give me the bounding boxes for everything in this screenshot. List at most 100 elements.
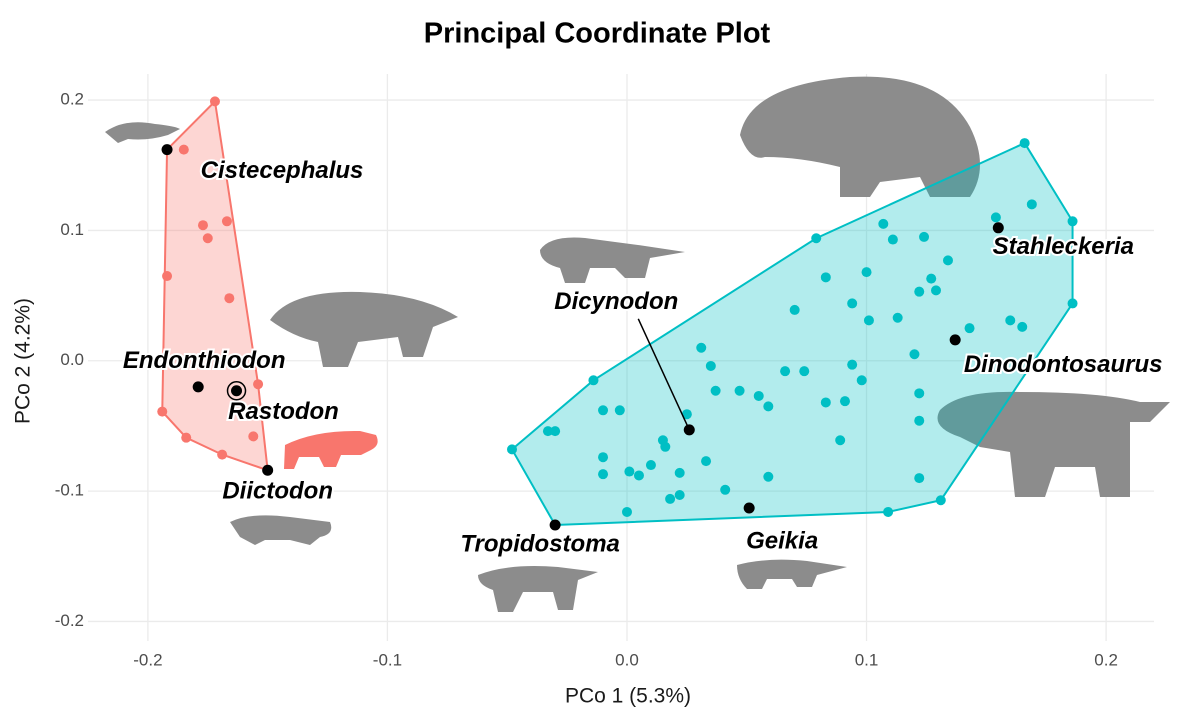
point bbox=[888, 235, 898, 245]
point-label: Cistecephalus bbox=[201, 157, 364, 184]
point bbox=[763, 401, 773, 411]
point-label: Dicynodon bbox=[554, 288, 678, 315]
point bbox=[588, 375, 598, 385]
labeled-point bbox=[550, 519, 561, 530]
silhouette bbox=[230, 515, 331, 545]
point bbox=[1020, 138, 1030, 148]
page: CistecephalusEndonthiodonRastodonDiictod… bbox=[0, 0, 1194, 718]
point bbox=[936, 495, 946, 505]
y-tick-label: -0.1 bbox=[55, 481, 84, 500]
labeled-point bbox=[684, 424, 695, 435]
point bbox=[634, 470, 644, 480]
point bbox=[720, 485, 730, 495]
labeled-point bbox=[162, 144, 173, 155]
point bbox=[926, 274, 936, 284]
point bbox=[878, 219, 888, 229]
point bbox=[821, 272, 831, 282]
point bbox=[660, 442, 670, 452]
point bbox=[763, 472, 773, 482]
y-tick-label: 0.1 bbox=[60, 220, 84, 239]
point bbox=[1005, 315, 1015, 325]
point bbox=[914, 473, 924, 483]
point bbox=[222, 216, 232, 226]
x-tick-label: -0.1 bbox=[373, 650, 402, 669]
point bbox=[847, 298, 857, 308]
point-label: Rastodon bbox=[228, 398, 339, 425]
silhouette bbox=[105, 122, 180, 143]
chart: CistecephalusEndonthiodonRastodonDiictod… bbox=[0, 0, 1194, 713]
plot: CistecephalusEndonthiodonRastodonDiictod… bbox=[123, 96, 1163, 557]
point bbox=[622, 507, 632, 517]
point bbox=[598, 452, 608, 462]
point bbox=[598, 469, 608, 479]
point bbox=[696, 343, 706, 353]
point bbox=[864, 315, 874, 325]
x-tick-label: 0.0 bbox=[615, 650, 639, 669]
point bbox=[914, 416, 924, 426]
point bbox=[615, 405, 625, 415]
point-label: Stahleckeria bbox=[993, 233, 1134, 260]
point bbox=[179, 145, 189, 155]
point bbox=[198, 220, 208, 230]
point bbox=[248, 431, 258, 441]
silhouette bbox=[284, 431, 378, 469]
point bbox=[1068, 216, 1078, 226]
point bbox=[675, 490, 685, 500]
point bbox=[799, 366, 809, 376]
point bbox=[665, 494, 675, 504]
point-label: Dinodontosaurus bbox=[964, 351, 1163, 378]
point bbox=[991, 212, 1001, 222]
point bbox=[253, 379, 263, 389]
point bbox=[943, 255, 953, 265]
point bbox=[675, 468, 685, 478]
point bbox=[919, 232, 929, 242]
x-axis-title: PCo 1 (5.3%) bbox=[565, 685, 691, 708]
point bbox=[181, 433, 191, 443]
y-tick-label: 0.0 bbox=[60, 350, 84, 369]
point-label: Endonthiodon bbox=[123, 347, 286, 374]
point bbox=[706, 361, 716, 371]
point bbox=[914, 287, 924, 297]
point bbox=[883, 507, 893, 517]
point bbox=[754, 391, 764, 401]
point bbox=[646, 460, 656, 470]
labeled-point bbox=[262, 465, 273, 476]
point bbox=[711, 386, 721, 396]
point bbox=[862, 267, 872, 277]
silhouette bbox=[737, 560, 847, 589]
point bbox=[931, 285, 941, 295]
y-tick-label: 0.2 bbox=[60, 90, 84, 109]
point bbox=[217, 450, 227, 460]
point bbox=[821, 397, 831, 407]
point bbox=[893, 313, 903, 323]
point bbox=[1068, 298, 1078, 308]
point bbox=[507, 444, 517, 454]
chart-title: Principal Coordinate Plot bbox=[424, 18, 771, 50]
point bbox=[1017, 322, 1027, 332]
point bbox=[210, 96, 220, 106]
labeled-point bbox=[193, 381, 204, 392]
labeled-point bbox=[993, 222, 1004, 233]
silhouette bbox=[478, 566, 598, 612]
point bbox=[1027, 199, 1037, 209]
x-tick-label: 0.2 bbox=[1094, 650, 1118, 669]
point bbox=[735, 386, 745, 396]
y-axis-title: PCo 2 (4.2%) bbox=[12, 298, 35, 424]
labeled-point bbox=[744, 503, 755, 514]
point bbox=[162, 271, 172, 281]
hull bbox=[512, 143, 1073, 525]
silhouette bbox=[270, 292, 458, 367]
point bbox=[224, 293, 234, 303]
point bbox=[914, 388, 924, 398]
point bbox=[965, 323, 975, 333]
point bbox=[835, 435, 845, 445]
labeled-point bbox=[950, 334, 961, 345]
point bbox=[780, 366, 790, 376]
point-label: Geikia bbox=[746, 527, 818, 554]
point bbox=[909, 349, 919, 359]
point-label: Tropidostoma bbox=[460, 530, 620, 557]
y-tick-label: -0.2 bbox=[55, 611, 84, 630]
point bbox=[598, 405, 608, 415]
labeled-point bbox=[231, 385, 242, 396]
point bbox=[203, 233, 213, 243]
